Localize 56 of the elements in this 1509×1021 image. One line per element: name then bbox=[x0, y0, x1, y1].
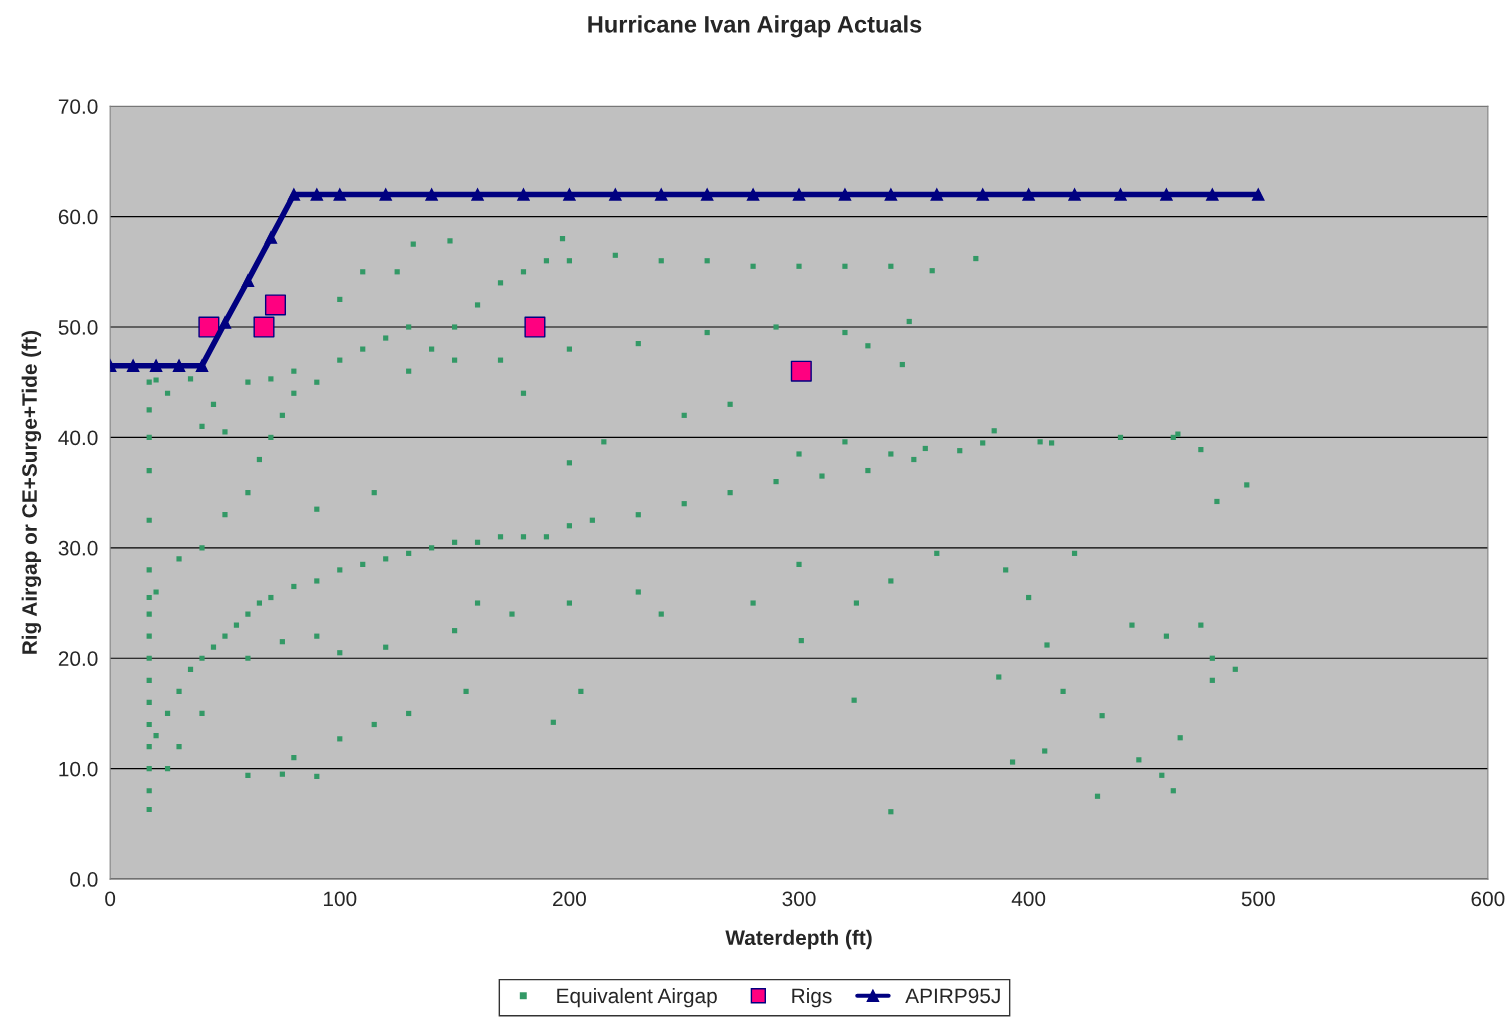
legend-label: Rigs bbox=[792, 987, 832, 1008]
point bbox=[333, 188, 347, 201]
point bbox=[149, 359, 163, 372]
x-tick-label: 600 bbox=[1471, 891, 1505, 907]
point bbox=[253, 316, 275, 338]
point bbox=[218, 316, 232, 329]
point bbox=[198, 316, 220, 338]
legend-label: Equivalent Airgap bbox=[557, 987, 717, 1008]
point bbox=[524, 316, 546, 338]
point bbox=[1206, 188, 1219, 201]
x-axis-title: Waterdepth (ft) bbox=[725, 929, 872, 950]
point bbox=[976, 188, 989, 201]
point bbox=[310, 188, 324, 201]
x-tick-label: 400 bbox=[1011, 891, 1046, 907]
y-tick-label: 10.0 bbox=[59, 761, 98, 777]
point bbox=[264, 294, 286, 316]
point bbox=[195, 359, 209, 372]
y-tick-label: 60.0 bbox=[58, 209, 98, 225]
point bbox=[471, 188, 484, 201]
point bbox=[425, 188, 438, 201]
point bbox=[287, 188, 301, 201]
point bbox=[792, 188, 806, 201]
x-tick-label: 0 bbox=[105, 891, 116, 907]
y-tick-label: 70.0 bbox=[58, 99, 98, 114]
y-tick-label: 30.0 bbox=[58, 540, 98, 556]
x-tick-label: 100 bbox=[323, 891, 357, 907]
point bbox=[379, 188, 392, 201]
y-tick-label: 0.0 bbox=[70, 872, 98, 887]
point bbox=[1114, 188, 1127, 201]
point bbox=[126, 359, 140, 372]
point bbox=[241, 274, 255, 287]
point bbox=[1068, 188, 1081, 201]
point bbox=[930, 188, 944, 201]
y-tick-label: 50.0 bbox=[58, 320, 98, 335]
point bbox=[517, 188, 530, 201]
point bbox=[654, 188, 668, 201]
point bbox=[1160, 188, 1173, 201]
point bbox=[790, 360, 812, 382]
legend-label: APIRP95J bbox=[905, 988, 1000, 1004]
point bbox=[884, 188, 898, 201]
point bbox=[264, 231, 278, 244]
point bbox=[563, 188, 576, 201]
point bbox=[1022, 188, 1035, 201]
point bbox=[746, 188, 760, 201]
y-tick-label: 20.0 bbox=[58, 651, 98, 667]
x-tick-label: 500 bbox=[1241, 891, 1275, 907]
y-axis-title: Rig Airgap or CE+Surge+Tide (ft) bbox=[21, 331, 42, 654]
x-tick-label: 200 bbox=[553, 891, 586, 907]
point bbox=[172, 359, 186, 372]
point bbox=[609, 188, 622, 201]
point bbox=[700, 188, 714, 201]
x-tick-label: 300 bbox=[782, 891, 816, 907]
y-tick-label: 40.0 bbox=[58, 430, 98, 446]
point bbox=[838, 188, 852, 201]
chart-title: Hurricane Ivan Airgap Actuals bbox=[588, 15, 922, 38]
point bbox=[1252, 188, 1265, 201]
